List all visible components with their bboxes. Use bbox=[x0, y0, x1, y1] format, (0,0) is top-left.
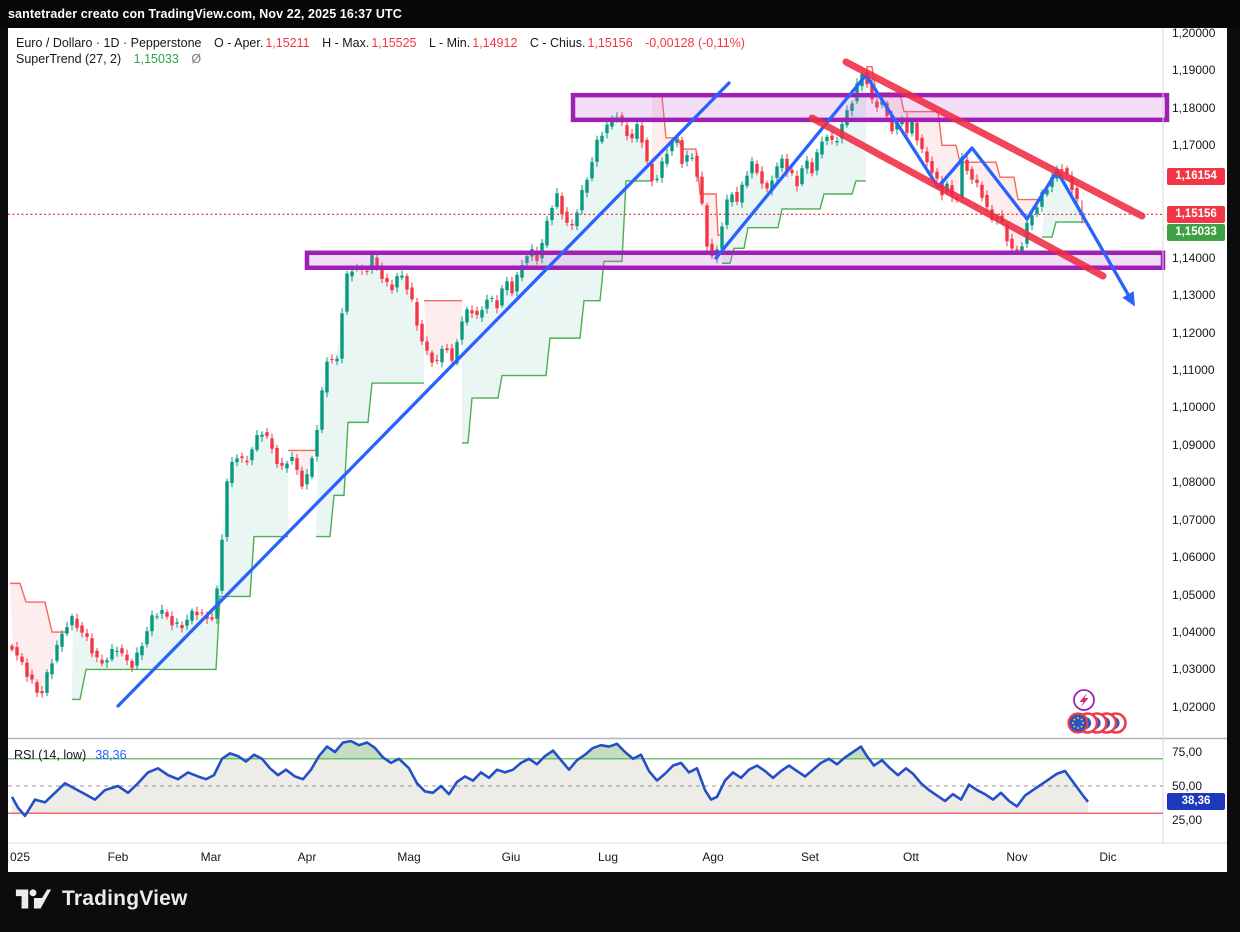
tradingview-logo[interactable]: TradingView bbox=[14, 886, 188, 912]
price-axis-tick: 1,07000 bbox=[1172, 512, 1216, 527]
close-value: 1,15156 bbox=[587, 36, 633, 50]
price-axis-tick: 1,08000 bbox=[1172, 475, 1216, 490]
time-axis-label: Mar bbox=[200, 850, 222, 864]
attribution-bar: santetrader creato con TradingView.com, … bbox=[0, 0, 1240, 28]
price-axis-tick: 1,09000 bbox=[1172, 437, 1216, 452]
rsi-legend[interactable]: RSI (14, low) 38,36 bbox=[14, 748, 127, 762]
time-axis-label: Apr bbox=[297, 850, 317, 864]
high-value: 1,15525 bbox=[371, 36, 417, 50]
time-axis-label: Feb bbox=[107, 850, 129, 864]
price-axis-tick: 1,02000 bbox=[1172, 699, 1216, 714]
indicator-hidden-icon[interactable]: Ø bbox=[191, 52, 202, 66]
price-axis-tick: 1,19000 bbox=[1172, 63, 1216, 78]
change-value: -0,00128 (-0,11%) bbox=[645, 36, 745, 50]
open-label: O - Aper. bbox=[214, 36, 264, 50]
time-axis-label: Lug bbox=[597, 850, 619, 864]
price-axis-tick: 1,17000 bbox=[1172, 138, 1216, 153]
chart-panel[interactable] bbox=[8, 28, 1227, 872]
tradingview-wordmark: TradingView bbox=[62, 887, 188, 910]
rsi-title[interactable]: RSI (14, low) bbox=[14, 748, 87, 762]
price-axis-tick: 1,10000 bbox=[1172, 400, 1216, 415]
time-axis-label: Nov bbox=[1006, 850, 1028, 864]
time-axis-label: Mag bbox=[397, 850, 421, 864]
rsi-badge: 38,36 bbox=[1167, 793, 1225, 811]
price-axis-tick: 1,03000 bbox=[1172, 662, 1216, 677]
price-axis-tick: 1,04000 bbox=[1172, 625, 1216, 640]
price-axis-tick: 1,18000 bbox=[1172, 100, 1216, 115]
price-axis-tick: 1,12000 bbox=[1172, 325, 1216, 340]
price-badge: 1,15033 bbox=[1167, 224, 1225, 241]
time-axis-label: Ott bbox=[902, 850, 920, 864]
rsi-axis-tick: 25,00 bbox=[1172, 813, 1203, 827]
rsi-value: 38,36 bbox=[95, 748, 127, 762]
attribution-text: santetrader creato con TradingView.com, … bbox=[8, 7, 402, 21]
time-axis-label: 025 bbox=[10, 850, 31, 864]
time-axis-label: Ago bbox=[702, 850, 724, 864]
indicator-name[interactable]: SuperTrend (27, 2) bbox=[16, 52, 122, 66]
time-axis-label: Set bbox=[800, 850, 820, 864]
open-value: 1,15211 bbox=[265, 36, 310, 50]
price-axis-tick: 1,11000 bbox=[1172, 362, 1215, 377]
time-axis-label: Giu bbox=[501, 850, 521, 864]
symbol-title[interactable]: Euro / Dollaro · 1D · Pepperstone bbox=[16, 36, 202, 50]
rsi-axis-tick: 75,00 bbox=[1172, 745, 1203, 759]
time-axis-label: Dic bbox=[1099, 850, 1117, 864]
low-label: L - Min. bbox=[429, 36, 471, 50]
price-axis-tick: 1,06000 bbox=[1172, 550, 1216, 565]
price-axis-tick: 1,05000 bbox=[1172, 587, 1216, 602]
close-label: C - Chius. bbox=[529, 36, 586, 50]
price-badge: 1,15156 bbox=[1167, 205, 1225, 223]
price-axis-tick: 1,13000 bbox=[1172, 288, 1216, 303]
tradingview-logo-icon bbox=[15, 889, 52, 909]
indicator-value: 1,15033 bbox=[133, 52, 179, 66]
price-axis-tick: 1,20000 bbox=[1172, 26, 1216, 40]
high-label: H - Max. bbox=[322, 36, 370, 50]
rsi-axis-tick: 50,00 bbox=[1172, 779, 1203, 793]
indicator-header[interactable]: SuperTrend (27, 2) 1,15033 Ø bbox=[16, 52, 203, 66]
price-axis-tick: 1,14000 bbox=[1172, 250, 1216, 265]
low-value: 1,14912 bbox=[472, 36, 518, 50]
symbol-header[interactable]: Euro / Dollaro · 1D · Pepperstone O - Ap… bbox=[16, 36, 747, 50]
price-badge: 1,16154 bbox=[1167, 168, 1225, 186]
